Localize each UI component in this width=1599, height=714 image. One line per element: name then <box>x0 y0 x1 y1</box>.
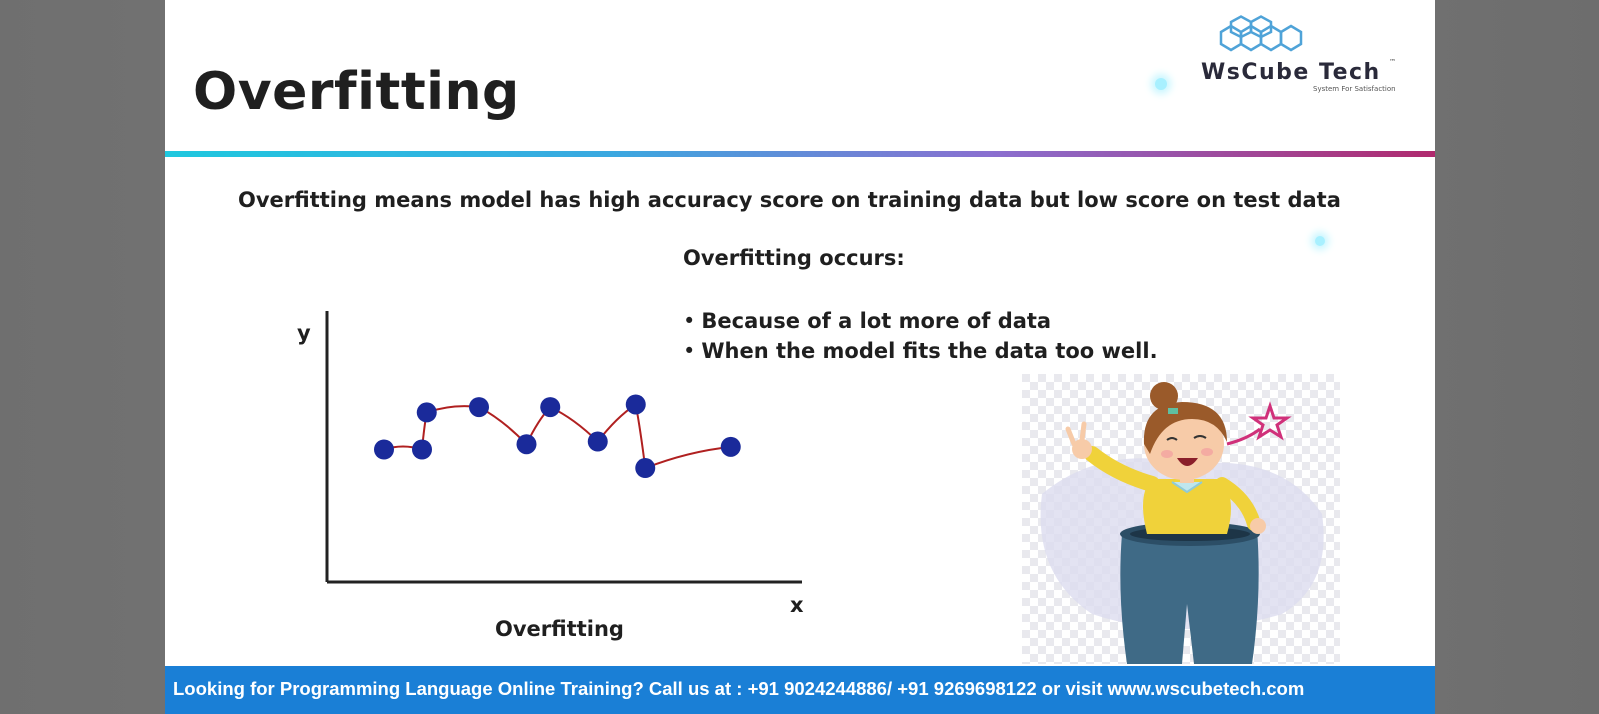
data-point <box>412 439 432 460</box>
reason-item: • When the model fits the data too well. <box>683 339 1158 363</box>
footer-bar: Looking for Programming Language Online … <box>165 666 1435 714</box>
data-point <box>720 436 741 457</box>
decorative-glow-dot <box>1315 236 1325 246</box>
wscube-logo: WsCube Tech ™ System For Satisfaction <box>1195 14 1400 98</box>
slide: Overfitting WsCube Tech ™ System For Sat… <box>165 0 1435 714</box>
girl-loose-pants-illustration <box>1022 374 1340 664</box>
data-point <box>469 397 489 418</box>
data-point <box>625 394 646 415</box>
overfitting-definition: Overfitting means model has high accurac… <box>238 188 1341 212</box>
data-point <box>516 434 537 455</box>
data-point <box>416 402 437 423</box>
data-point <box>587 431 608 452</box>
logo-tagline: System For Satisfaction <box>1313 85 1396 93</box>
reasons-list: • Because of a lot more of data • When the… <box>683 306 1158 366</box>
data-point <box>374 439 394 460</box>
logo-hexagon-icon <box>1219 15 1303 52</box>
footer-contact-text: Looking for Programming Language Online … <box>173 678 1305 699</box>
slide-title: Overfitting <box>193 62 520 122</box>
logo-trademark: ™ <box>1389 58 1396 66</box>
logo-wordmark: WsCube Tech <box>1201 60 1381 85</box>
chart-caption: Overfitting <box>495 617 624 641</box>
data-point <box>540 397 561 418</box>
overfitting-chart: yx <box>297 311 804 617</box>
reason-item: • Because of a lot more of data <box>683 309 1052 333</box>
occurs-heading: Overfitting occurs: <box>683 246 905 270</box>
data-point <box>635 458 656 479</box>
decorative-glow-dot <box>1155 78 1167 90</box>
title-divider <box>165 151 1435 157</box>
fit-curve <box>383 402 731 470</box>
x-axis-label: x <box>790 593 804 617</box>
y-axis-label: y <box>297 321 311 345</box>
